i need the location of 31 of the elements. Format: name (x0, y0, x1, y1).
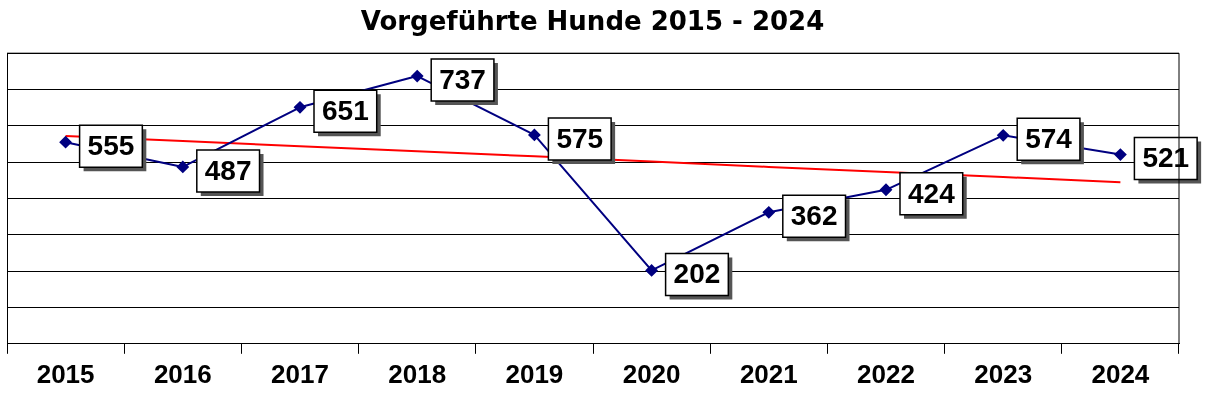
chart-title: Vorgeführte Hunde 2015 - 2024 (360, 6, 825, 37)
point (645, 264, 658, 277)
point (880, 183, 892, 196)
data-label: 575 (556, 122, 604, 154)
data-label: 555 (87, 129, 135, 161)
data-label: 521 (1142, 142, 1190, 174)
point (762, 206, 775, 219)
point (1114, 148, 1127, 161)
x-tick-label: 2018 (388, 358, 447, 389)
data-label: 362 (790, 200, 838, 232)
data-label: 487 (204, 154, 252, 186)
data-label: 202 (673, 258, 721, 290)
data-label: 574 (1025, 123, 1073, 155)
point (176, 160, 189, 173)
data-label: 424 (908, 177, 956, 209)
x-tick-label: 2019 (505, 358, 564, 389)
x-tick-label: 2016 (153, 358, 212, 389)
x-tick-label: 2017 (271, 358, 329, 389)
data-label: 651 (322, 95, 369, 127)
x-tick-label: 2021 (739, 358, 798, 389)
point (59, 136, 72, 149)
point (528, 128, 541, 141)
x-tick-label: 2023 (974, 358, 1033, 389)
x-tick-label: 2024 (1091, 358, 1150, 389)
data-label: 737 (439, 63, 486, 95)
x-tick-label: 2020 (622, 358, 681, 389)
x-tick-label: 2022 (857, 358, 915, 389)
x-tick-label: 2015 (36, 358, 95, 389)
point (997, 129, 1010, 142)
point (411, 70, 424, 83)
point (294, 101, 306, 114)
